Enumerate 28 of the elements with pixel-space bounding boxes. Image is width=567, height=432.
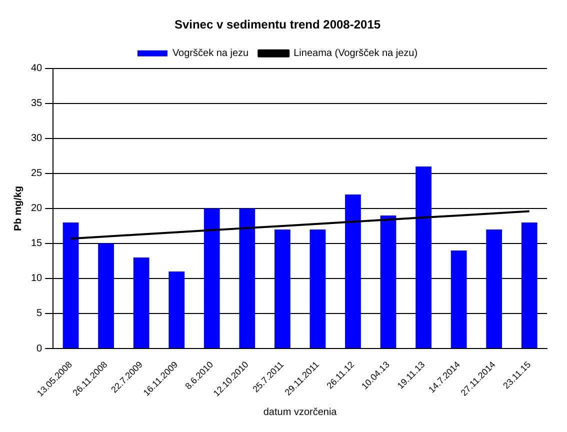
bar	[133, 257, 150, 348]
y-tick-label: 10	[31, 273, 43, 284]
y-tick-label: 25	[31, 168, 43, 180]
y-tick-label: 30	[31, 133, 43, 144]
bar	[416, 166, 432, 348]
y-tick-label: 5	[36, 308, 43, 320]
bar	[168, 271, 185, 348]
y-axis-title: Pb mg/kg	[12, 186, 24, 231]
y-tick-label: 40	[31, 63, 43, 74]
bar	[98, 243, 114, 348]
y-tick-label: 35	[31, 98, 43, 110]
bar	[62, 222, 79, 348]
x-axis-title: datum vzorčenia	[263, 406, 338, 418]
bar	[310, 229, 326, 348]
bar	[486, 229, 502, 348]
chart-title: Svinec v sedimentu trend 2008-2015	[174, 18, 381, 32]
y-tick-label: 0	[36, 343, 43, 354]
bar	[450, 250, 467, 348]
bar	[521, 222, 538, 348]
bar	[274, 229, 290, 348]
y-tick-label: 15	[31, 238, 43, 250]
legend-label: Vogršček na jezu	[172, 48, 249, 60]
bar	[345, 194, 361, 348]
legend-label: Lineama (Vogršček na jezu)	[294, 48, 418, 60]
bar	[380, 215, 396, 348]
y-tick-label: 20	[31, 203, 43, 214]
bar	[204, 208, 220, 348]
bar	[239, 208, 256, 348]
